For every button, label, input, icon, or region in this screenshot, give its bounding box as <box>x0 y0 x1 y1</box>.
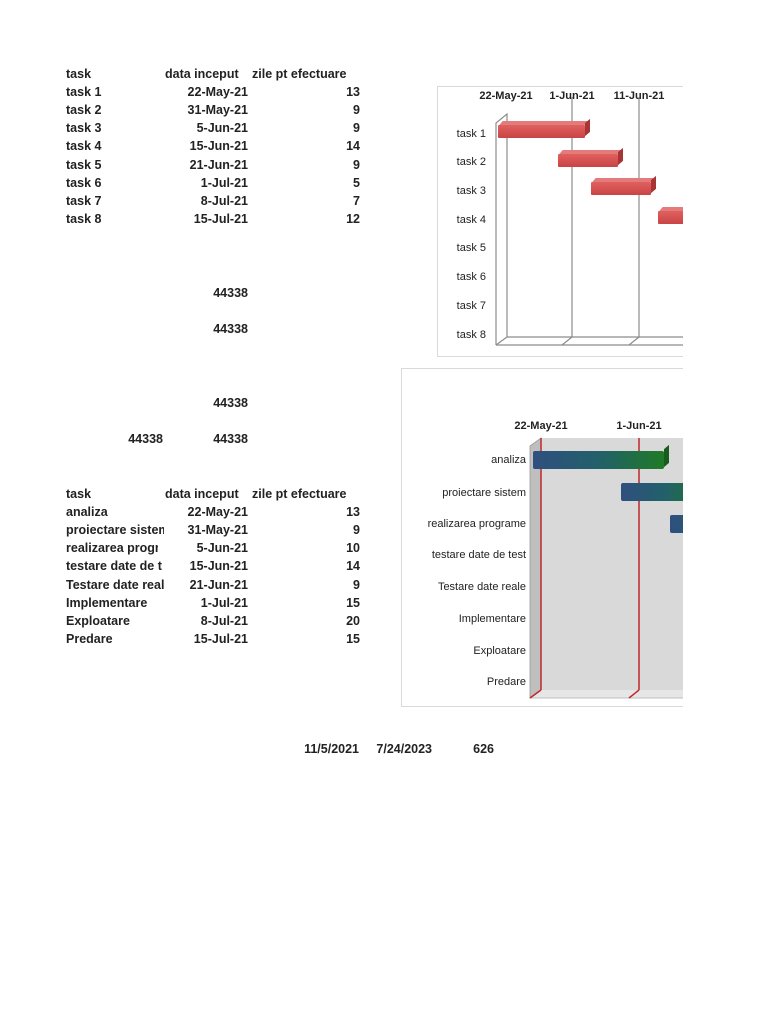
chart-frame <box>529 437 683 699</box>
cell-task[interactable]: task 5 <box>66 158 102 172</box>
cell-task[interactable]: Exploatare <box>66 614 130 628</box>
header-duration: zile pt efectuare <box>252 487 347 501</box>
gantt-bar[interactable] <box>558 154 618 167</box>
cell-days[interactable]: 7 <box>353 194 360 208</box>
cell-task[interactable]: Predare <box>66 632 113 646</box>
cell-task[interactable]: realizarea programe <box>66 541 158 555</box>
cell-start[interactable]: 22-May-21 <box>187 85 248 99</box>
x-tick-label: 1-Jun-21 <box>549 90 595 102</box>
cell-days[interactable]: 15 <box>346 596 360 610</box>
cell-start[interactable]: 15-Jun-21 <box>189 559 248 573</box>
category-label: Predare <box>486 676 526 688</box>
x-tick-label: 22-May-21 <box>479 90 533 102</box>
cell-start[interactable]: 5-Jun-21 <box>196 541 248 555</box>
category-label: task 1 <box>456 128 486 140</box>
category-label: task 2 <box>456 156 486 168</box>
gantt-chart-tasks[interactable]: 22-May-21 1-Jun-21 11-Jun-21 2 task 1 ta… <box>437 86 683 357</box>
cell-days[interactable]: 9 <box>353 121 360 135</box>
cell-days[interactable]: 5 <box>353 176 360 190</box>
cell-date-2[interactable]: 7/24/2023 <box>376 742 432 756</box>
cell-days[interactable]: 14 <box>346 559 360 573</box>
gantt-bar[interactable] <box>591 182 651 195</box>
cell-start[interactable]: 22-May-21 <box>187 505 248 519</box>
cell-days[interactable]: 13 <box>346 505 360 519</box>
cell-days[interactable]: 10 <box>346 541 360 555</box>
cell-start[interactable]: 31-May-21 <box>187 523 248 537</box>
gantt-bar[interactable] <box>621 483 683 501</box>
x-tick-label: 1-Jun-21 <box>616 420 662 432</box>
cell-task[interactable]: Implementare <box>66 596 148 610</box>
cell-date-1[interactable]: 11/5/2021 <box>304 742 359 756</box>
cell-task[interactable]: task 7 <box>66 194 102 208</box>
cell-task[interactable]: task 6 <box>66 176 102 190</box>
cell-days[interactable]: 9 <box>353 523 360 537</box>
cell-start[interactable]: 15-Jul-21 <box>193 212 248 226</box>
category-label: task 3 <box>456 185 486 197</box>
gantt-bar[interactable] <box>658 211 683 224</box>
cell-serial-date[interactable]: 44338 <box>213 322 248 336</box>
category-label: task 4 <box>456 214 486 226</box>
chart-frame <box>495 97 683 346</box>
cell-serial-date[interactable]: 44338 <box>128 432 163 446</box>
cell-task[interactable]: testare date de test <box>66 559 162 573</box>
category-label: realizarea programe <box>427 518 526 530</box>
category-label: Implementare <box>458 613 526 625</box>
cell-days[interactable]: 9 <box>353 103 360 117</box>
cell-serial-date[interactable]: 44338 <box>213 286 248 300</box>
cell-task[interactable]: task 2 <box>66 103 102 117</box>
category-label: task 7 <box>456 300 486 312</box>
cell-days[interactable]: 15 <box>346 632 360 646</box>
cell-start[interactable]: 1-Jul-21 <box>200 596 248 610</box>
cell-days[interactable]: 9 <box>353 158 360 172</box>
category-label: Testare date reale <box>437 581 526 593</box>
cell-start[interactable]: 21-Jun-21 <box>189 578 248 592</box>
header-task: task <box>66 487 92 501</box>
category-label: Exploatare <box>473 645 526 657</box>
header-start-date: data inceput <box>165 487 239 501</box>
cell-start[interactable]: 31-May-21 <box>187 103 248 117</box>
cell-days[interactable]: 14 <box>346 139 360 153</box>
header-duration: zile pt efectuare <box>252 67 347 81</box>
cell-task[interactable]: task 4 <box>66 139 102 153</box>
category-label: proiectare sistem <box>442 487 526 499</box>
cell-task[interactable]: task 3 <box>66 121 102 135</box>
cell-start[interactable]: 8-Jul-21 <box>200 614 248 628</box>
cell-days[interactable]: 9 <box>353 578 360 592</box>
cell-start[interactable]: 8-Jul-21 <box>200 194 248 208</box>
cell-start[interactable]: 1-Jul-21 <box>200 176 248 190</box>
cell-serial-date[interactable]: 44338 <box>213 396 248 410</box>
cell-task[interactable]: proiectare sistem <box>66 523 164 537</box>
cell-start[interactable]: 5-Jun-21 <box>196 121 248 135</box>
cell-days[interactable]: 12 <box>346 212 360 226</box>
x-tick-label: 11-Jun-21 <box>613 90 665 102</box>
x-tick-label: 22-May-21 <box>514 420 568 432</box>
cell-start[interactable]: 21-Jun-21 <box>189 158 248 172</box>
header-task: task <box>66 67 92 81</box>
cell-task[interactable]: Testare date reale <box>66 578 164 592</box>
cell-task[interactable]: task 8 <box>66 212 102 226</box>
cell-start[interactable]: 15-Jul-21 <box>193 632 248 646</box>
cell-task[interactable]: analiza <box>66 505 108 519</box>
cell-task[interactable]: task 1 <box>66 85 102 99</box>
category-label: analiza <box>491 454 526 466</box>
cell-days[interactable]: 13 <box>346 85 360 99</box>
category-label: task 5 <box>456 242 486 254</box>
gantt-bar[interactable] <box>498 125 585 138</box>
cell-serial-date[interactable]: 44338 <box>213 432 248 446</box>
category-label: testare date de test <box>431 549 526 561</box>
header-start-date: data inceput <box>165 67 239 81</box>
category-label: task 8 <box>456 329 486 341</box>
gantt-bar[interactable] <box>670 515 683 533</box>
cell-start[interactable]: 15-Jun-21 <box>189 139 248 153</box>
gantt-chart-project-phases[interactable]: 22-May-21 1-Jun-21 analiza proiectare si… <box>401 368 683 707</box>
cell-days[interactable]: 20 <box>346 614 360 628</box>
gantt-bar[interactable] <box>533 451 664 469</box>
category-label: task 6 <box>456 271 486 283</box>
cell-day-count[interactable]: 626 <box>473 742 494 756</box>
